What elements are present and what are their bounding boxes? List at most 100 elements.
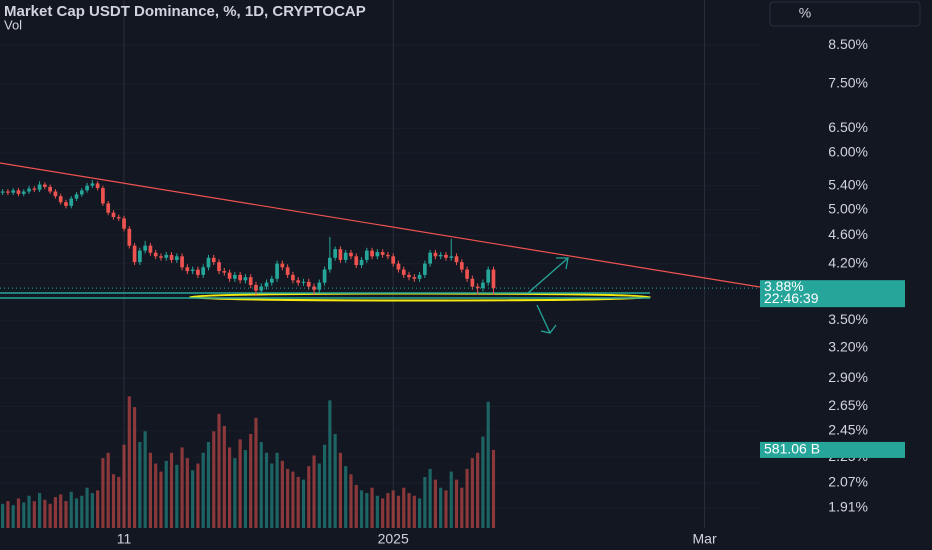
volume-bar — [259, 442, 263, 528]
candle-body — [433, 252, 438, 257]
volume-bar — [96, 490, 100, 528]
volume-bar — [301, 479, 306, 528]
volume-bar — [280, 460, 284, 528]
volume-bar — [101, 458, 105, 528]
volume-bar — [391, 490, 395, 528]
candle-body — [312, 286, 316, 290]
candle-body — [106, 203, 111, 213]
volume-bar — [412, 495, 416, 528]
candle-body — [459, 262, 464, 270]
candle-body — [364, 250, 369, 260]
volume-bar — [338, 452, 342, 528]
candle-body — [470, 278, 475, 287]
candle-body — [127, 228, 132, 246]
candle-body — [0, 191, 5, 193]
volume-bar — [418, 498, 422, 528]
candle-body — [53, 191, 58, 197]
candle-body — [328, 257, 332, 270]
volume-bar — [291, 471, 295, 528]
volume-bar — [53, 497, 57, 528]
x-tick-label: Mar — [693, 531, 717, 547]
volume-bar — [217, 413, 221, 528]
volume-bar — [169, 452, 174, 528]
volume-bar — [381, 498, 385, 528]
volume-title: Vol — [4, 17, 22, 32]
candle-body — [233, 274, 237, 279]
drawings — [0, 162, 761, 334]
volume-bar — [433, 479, 437, 528]
candle-body — [243, 277, 248, 281]
candle-body — [359, 259, 364, 266]
volume-bar — [317, 463, 321, 528]
candle-body — [6, 191, 10, 193]
candle-body — [64, 202, 68, 206]
volume-bar — [143, 431, 147, 528]
volume-bar — [228, 447, 232, 528]
y-tick-label: 5.40% — [828, 176, 868, 192]
candle-body — [180, 256, 184, 268]
candle-body — [438, 254, 443, 257]
candle-body — [396, 263, 401, 270]
candle-body — [138, 250, 142, 263]
y-tick-label: 2.07% — [828, 474, 868, 490]
volume-bar — [106, 452, 110, 528]
price-tag-label: 3.88% — [764, 278, 804, 294]
candle-body — [375, 252, 380, 257]
scale-button[interactable] — [769, 1, 921, 27]
candle-body — [79, 190, 84, 195]
candle-body — [169, 254, 174, 260]
volume-bar — [117, 476, 121, 528]
volume-bar — [354, 485, 358, 528]
volume-bar — [164, 460, 168, 528]
volume-bar — [333, 433, 337, 528]
candle-body — [43, 184, 47, 187]
candle-body — [248, 277, 253, 285]
candle-body — [301, 281, 306, 283]
volume-bar — [206, 442, 211, 528]
candle-body — [349, 252, 353, 257]
volume-bar — [275, 452, 279, 528]
candle-body — [322, 269, 327, 283]
y-tick-label: 4.60% — [828, 226, 868, 242]
volume-bar — [312, 455, 316, 528]
candle-body — [148, 245, 153, 253]
candle-body — [254, 284, 258, 291]
candle-body — [211, 257, 216, 263]
volume-bar — [286, 468, 290, 528]
candle-body — [37, 184, 42, 190]
volume-bar — [175, 464, 179, 528]
volume-bar — [16, 498, 21, 528]
candle-body — [164, 254, 169, 258]
volume-bar — [59, 494, 63, 528]
volume-bar — [270, 463, 274, 528]
candles — [0, 180, 760, 297]
candle-body — [428, 252, 432, 264]
candle-body — [69, 198, 74, 206]
candle-body — [222, 271, 227, 273]
trend-line — [0, 162, 761, 288]
x-tick-label: 2025 — [378, 531, 409, 547]
volume-bar — [201, 452, 205, 528]
candle-body — [16, 190, 21, 194]
volume-bar — [449, 471, 453, 528]
y-tick-label: 3.20% — [828, 339, 868, 355]
volume-bar — [233, 458, 237, 528]
candle-body — [423, 263, 427, 275]
up-arrow — [527, 257, 569, 294]
candle-body — [122, 218, 126, 229]
volume-bar — [486, 401, 490, 528]
candle-body — [444, 254, 448, 258]
candle-body — [21, 191, 26, 194]
scale-button-label[interactable]: % — [799, 5, 811, 21]
candle-body — [174, 256, 179, 260]
volume-bar — [423, 476, 427, 528]
volume-bar — [460, 487, 464, 528]
volume-bar — [349, 474, 353, 528]
x-tick-label: 11 — [117, 531, 132, 547]
volume-bar — [296, 476, 300, 528]
candle-body — [343, 252, 348, 260]
volume-bar — [407, 493, 411, 528]
candle-body — [143, 245, 147, 251]
volume-bar — [264, 452, 269, 528]
